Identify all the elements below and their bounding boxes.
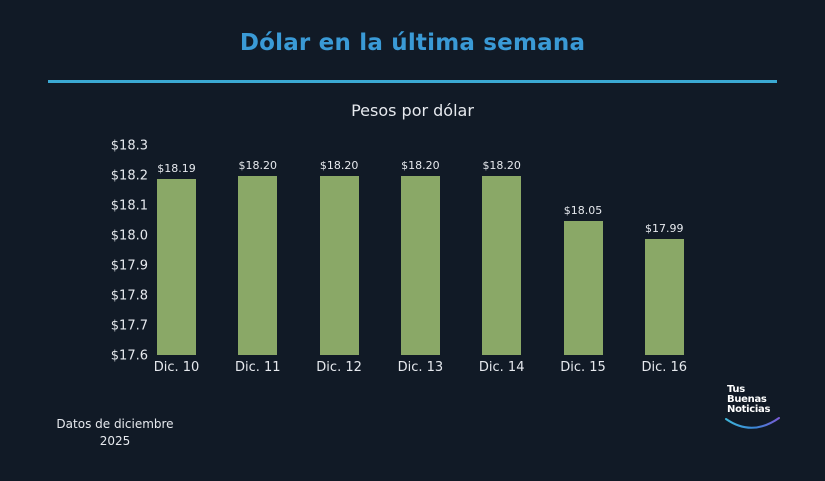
y-axis-tick-label: $17.8 bbox=[110, 288, 148, 304]
bar bbox=[319, 176, 359, 355]
brand-logo: Tus Buenas Noticias bbox=[725, 384, 787, 435]
footnote-line-1: Datos de diciembre bbox=[56, 417, 174, 431]
y-axis-tick-label: $17.7 bbox=[110, 318, 148, 334]
logo-text-line-2: Buenas bbox=[727, 394, 767, 405]
x-axis-tick-label: Dic. 12 bbox=[316, 360, 362, 375]
y-axis-tick-label: $17.9 bbox=[110, 258, 148, 274]
bar-value-label: $18.19 bbox=[157, 162, 196, 175]
bar bbox=[644, 239, 684, 355]
x-axis-tick-label: Dic. 11 bbox=[235, 360, 281, 375]
y-axis-tick-label: $18.1 bbox=[110, 198, 148, 214]
x-axis-tick-label: Dic. 14 bbox=[478, 360, 525, 375]
bar-value-label: $18.05 bbox=[563, 204, 603, 217]
y-axis-tick-label: $18.2 bbox=[110, 168, 148, 184]
chart-title: Dólar en la última semana bbox=[239, 30, 586, 56]
bar-value-label: $18.20 bbox=[401, 159, 440, 172]
bar bbox=[482, 176, 522, 355]
bar bbox=[157, 179, 196, 355]
bar-value-label: $18.20 bbox=[482, 159, 521, 172]
bar bbox=[400, 176, 440, 355]
logo-text-line-1: Tus bbox=[727, 384, 745, 395]
x-axis-tick-label: Dic. 16 bbox=[641, 360, 688, 375]
bar-value-label: $17.99 bbox=[645, 222, 684, 235]
chart-subtitle: Pesos por dólar bbox=[351, 101, 474, 120]
bar bbox=[563, 221, 603, 355]
y-axis-tick-label: $18.3 bbox=[110, 138, 148, 154]
bar-value-label: $18.20 bbox=[238, 159, 278, 172]
x-axis-tick-label: Dic. 15 bbox=[560, 360, 606, 375]
logo-text-line-3: Noticias bbox=[727, 404, 771, 415]
x-axis-tick-label: Dic. 13 bbox=[397, 360, 444, 375]
logo-smile-arc-icon bbox=[725, 417, 780, 429]
footnote-line-2: 2025 bbox=[99, 434, 131, 448]
bar bbox=[238, 176, 278, 355]
x-axis-tick-label: Dic. 10 bbox=[153, 360, 200, 375]
footnote: Datos de diciembre 2025 bbox=[40, 416, 190, 450]
title-divider bbox=[48, 80, 777, 83]
bar-value-label: $18.20 bbox=[319, 159, 359, 172]
y-axis-tick-label: $18.0 bbox=[110, 228, 148, 244]
y-axis-tick-label: $17.6 bbox=[110, 348, 148, 364]
